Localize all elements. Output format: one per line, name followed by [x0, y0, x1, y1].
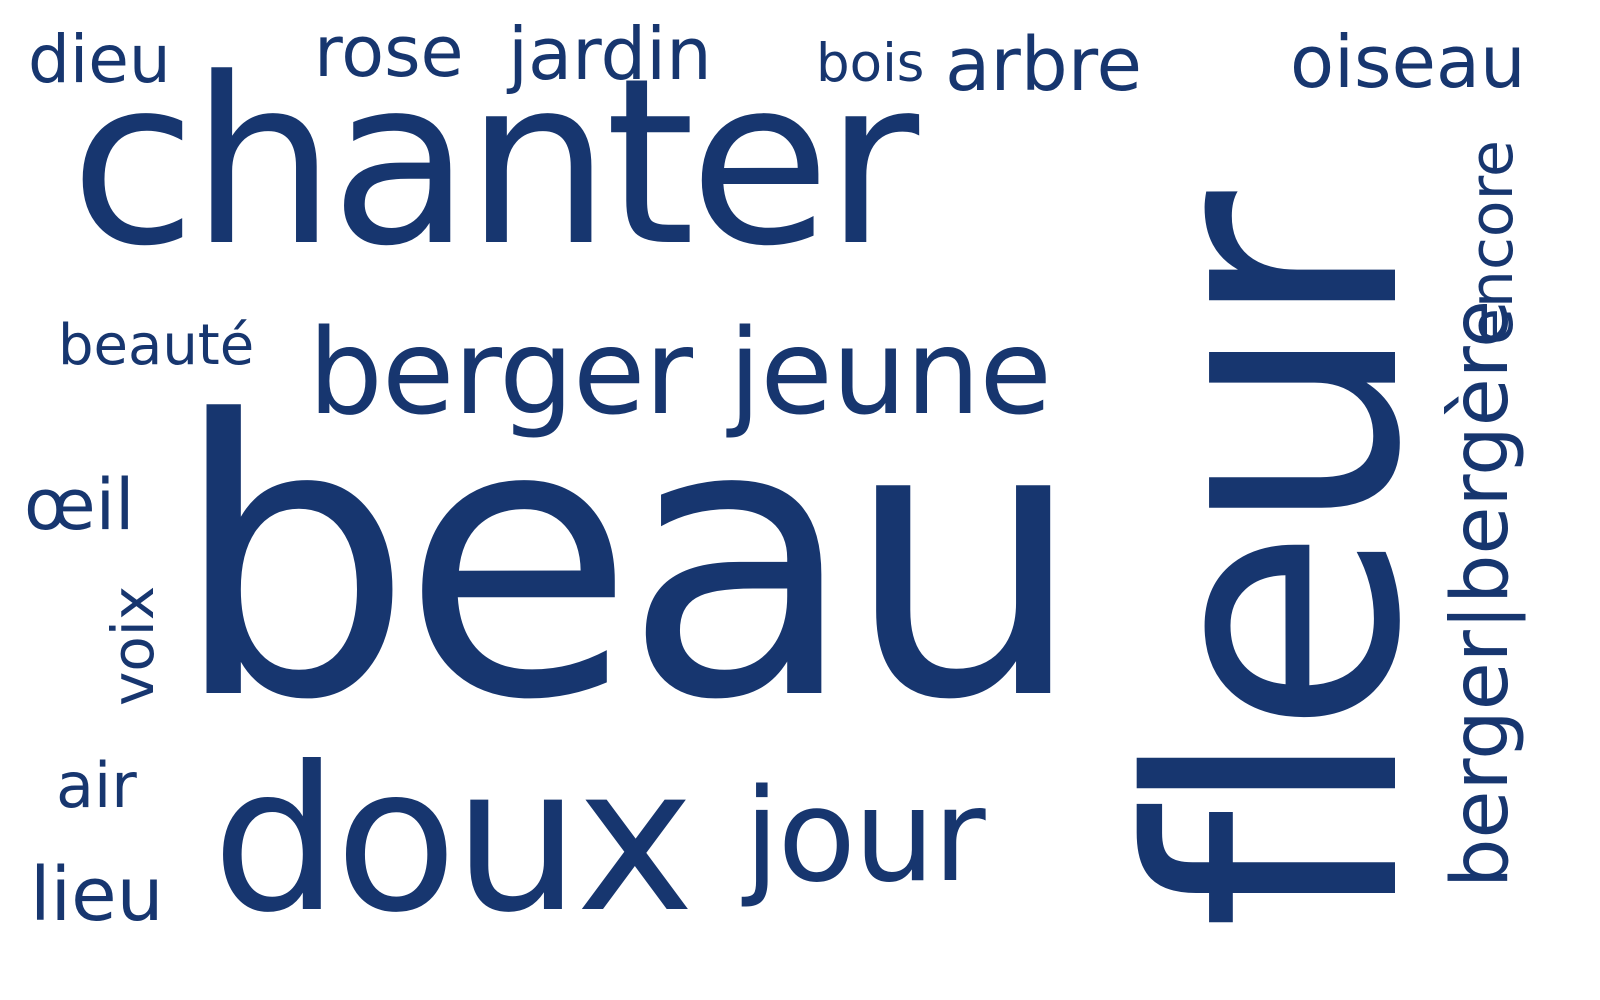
word-berger-jeune: berger jeune — [308, 303, 1052, 441]
word-jour: jour — [744, 762, 986, 911]
word-rose: rose — [314, 11, 464, 93]
word-lieu: lieu — [30, 852, 164, 938]
word-arbre: arbre — [945, 22, 1143, 108]
word-beau: beau — [172, 340, 1085, 783]
word-berger-bergere: berger|bergère — [1436, 299, 1526, 888]
word-dieu: dieu — [28, 21, 171, 98]
word-chanter: chanter — [70, 30, 919, 297]
word-voix: voix — [99, 585, 167, 706]
word-jardin: jardin — [508, 12, 712, 96]
word-bois: bois — [816, 33, 925, 94]
word-doux: doux — [212, 724, 694, 957]
word-oeil: œil — [24, 464, 135, 546]
word-fleur: fleur — [1080, 201, 1476, 930]
word-beaute: beauté — [58, 313, 255, 378]
word-air: air — [56, 749, 137, 822]
word-oiseau: oiseau — [1290, 20, 1526, 104]
